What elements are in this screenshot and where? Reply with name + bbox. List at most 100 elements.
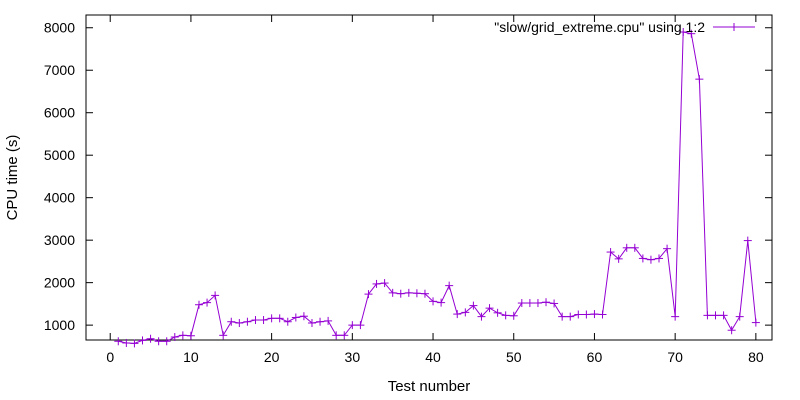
data-point-marker — [574, 310, 583, 319]
data-point-marker — [348, 321, 357, 330]
x-tick-label: 70 — [667, 349, 683, 365]
data-point-marker — [283, 317, 292, 326]
legend-sample-marker — [730, 23, 738, 31]
data-point-marker — [687, 29, 696, 38]
data-point-marker — [203, 298, 212, 307]
data-point-marker — [663, 244, 672, 253]
data-point-marker — [517, 299, 526, 308]
data-point-marker — [340, 331, 349, 340]
data-point-marker — [243, 317, 252, 326]
data-point-marker — [186, 331, 195, 340]
data-point-marker — [356, 321, 365, 330]
series-layer — [114, 27, 760, 348]
x-tick-label: 40 — [425, 349, 441, 365]
data-point-marker — [429, 297, 438, 306]
x-tick-label: 10 — [183, 349, 199, 365]
axis-tick-labels: 0 10 20 30 40 50 60 70 80 1000 2000 3000 4000 5000 600… — [44, 20, 764, 365]
data-point-marker — [114, 337, 123, 346]
data-point-marker — [461, 308, 470, 317]
data-point-marker — [251, 316, 260, 325]
x-tick-label: 60 — [587, 349, 603, 365]
data-point-marker — [453, 310, 462, 319]
y-tick-label: 8000 — [44, 20, 75, 36]
data-point-marker — [324, 316, 333, 325]
data-point-marker — [146, 334, 155, 343]
data-point-marker — [485, 304, 494, 313]
x-tick-label: 50 — [506, 349, 522, 365]
data-point-marker — [655, 254, 664, 263]
data-point-marker — [372, 279, 381, 288]
data-point-marker — [622, 243, 631, 252]
data-point-marker — [550, 299, 559, 308]
data-point-marker — [743, 236, 752, 245]
data-point-marker — [299, 312, 308, 321]
data-point-marker — [719, 311, 728, 320]
data-point-marker — [162, 337, 171, 346]
data-point-marker — [614, 254, 623, 263]
x-tick-label: 30 — [345, 349, 361, 365]
y-tick-label: 6000 — [44, 105, 75, 121]
data-point-marker — [130, 339, 139, 348]
legend: "slow/grid_extreme.cpu" using 1:2 — [494, 19, 755, 35]
data-point-marker — [566, 312, 575, 321]
y-tick-label: 2000 — [44, 275, 75, 291]
data-point-marker — [582, 310, 591, 319]
data-point-marker — [227, 317, 236, 326]
x-tick-label: 20 — [264, 349, 280, 365]
y-tick-label: 7000 — [44, 62, 75, 78]
data-point-marker — [122, 338, 131, 347]
data-point-marker — [194, 300, 203, 309]
data-point-marker — [711, 311, 720, 320]
data-point-marker — [679, 27, 688, 36]
data-point-marker — [275, 314, 284, 323]
data-point-marker — [542, 298, 551, 307]
data-point-marker — [509, 311, 518, 320]
data-point-marker — [695, 75, 704, 84]
data-point-marker — [219, 331, 228, 340]
data-point-marker — [404, 288, 413, 297]
data-point-marker — [412, 289, 421, 298]
data-point-marker — [493, 308, 502, 317]
x-tick-label: 0 — [106, 349, 114, 365]
data-point-marker — [469, 301, 478, 310]
data-point-marker — [332, 331, 341, 340]
data-point-marker — [291, 313, 300, 322]
data-point-marker — [420, 289, 429, 298]
data-point-marker — [606, 248, 615, 257]
y-tick-label: 1000 — [44, 317, 75, 333]
y-tick-label: 4000 — [44, 190, 75, 206]
y-axis-label: CPU time (s) — [4, 135, 21, 221]
data-point-marker — [178, 331, 187, 340]
data-point-marker — [703, 311, 712, 320]
data-point-marker — [154, 337, 163, 346]
data-point-marker — [388, 288, 397, 297]
data-point-marker — [380, 279, 389, 288]
data-point-marker — [364, 290, 373, 299]
data-point-marker — [477, 312, 486, 321]
y-tick-label: 5000 — [44, 147, 75, 163]
data-point-marker — [307, 319, 316, 328]
data-point-marker — [630, 243, 639, 252]
data-point-marker — [235, 319, 244, 328]
data-point-marker — [138, 336, 147, 345]
data-point-marker — [646, 255, 655, 264]
data-point-marker — [501, 311, 510, 320]
data-point-marker — [598, 310, 607, 319]
data-point-marker — [211, 291, 220, 300]
data-point-marker — [396, 289, 405, 298]
data-point-marker — [590, 310, 599, 319]
data-point-marker — [671, 312, 680, 321]
data-point-marker — [638, 254, 647, 263]
data-point-marker — [558, 312, 567, 321]
data-point-marker — [259, 316, 268, 325]
data-point-marker — [533, 299, 542, 308]
data-point-marker — [525, 299, 534, 308]
x-axis-label: Test number — [388, 378, 471, 395]
data-point-marker — [170, 333, 179, 342]
data-point-marker — [316, 317, 325, 326]
data-point-marker — [727, 326, 736, 335]
plot-area-frame — [85, 14, 773, 341]
data-point-marker — [437, 298, 446, 307]
